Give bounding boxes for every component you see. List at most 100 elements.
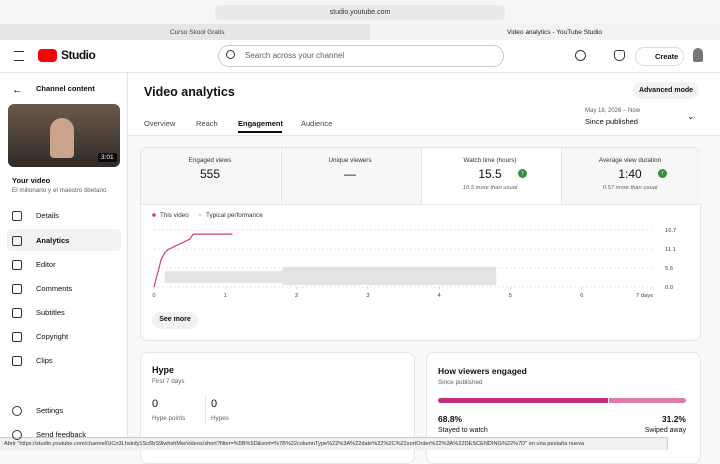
page: studio.youtube.com Curso Skool Gratis Vi… [0, 5, 720, 464]
legend-label: Typical performance [206, 212, 263, 219]
search-icon [226, 50, 235, 59]
divider [205, 396, 206, 424]
metric-tile[interactable] [421, 148, 561, 204]
engaged-title: How viewers engaged [438, 366, 527, 376]
nav-icon[interactable] [12, 211, 22, 221]
logo-text: Studio [61, 48, 96, 62]
metric-tile[interactable] [561, 148, 701, 204]
x-tick-label: 2 [295, 293, 298, 299]
help-icon[interactable] [575, 50, 586, 61]
tab-underline [238, 131, 282, 133]
metric-label: Average view duration [598, 157, 662, 164]
nav-icon[interactable] [12, 332, 22, 342]
metric-value: 555 [199, 167, 221, 181]
segment-value: 68.8% [438, 414, 463, 424]
hype-value: 0 [211, 398, 218, 410]
x-tick-label: 4 [438, 293, 442, 299]
segment-value: 31.2% [661, 414, 686, 424]
legend-swatch [152, 213, 156, 217]
metric-value: 1:40 [618, 167, 642, 181]
nav-icon[interactable] [12, 356, 22, 366]
y-tick-label: 5.6 [665, 266, 673, 272]
nav-item[interactable]: Comments [36, 284, 73, 293]
url: studio.youtube.com [329, 9, 391, 16]
segment-label: Swiped away [644, 427, 686, 434]
metric-label: Watch time (hours) [463, 157, 517, 164]
hype-value: 0 [152, 398, 159, 410]
tab[interactable]: Audience [301, 119, 333, 128]
search-box[interactable] [218, 45, 504, 67]
hype-subtitle: First 7 days [152, 378, 185, 385]
advanced-mode-label: Advanced mode [638, 87, 694, 94]
metric-note: 10.5 more than usual [462, 185, 518, 191]
engagement-segment [438, 398, 609, 403]
nav-item[interactable]: Settings [36, 406, 64, 415]
nav-item[interactable]: Analytics [36, 236, 70, 245]
metric-value: 15.5 [478, 167, 502, 181]
x-tick-label: 0 [152, 293, 155, 299]
see-more-button[interactable] [152, 312, 198, 329]
metric-note: 0.57 more than usual [602, 185, 658, 191]
engagement-segment [609, 398, 686, 403]
metric-label: Engaged views [188, 157, 232, 164]
legend-swatch [198, 213, 202, 217]
metric-tile[interactable] [141, 148, 280, 204]
tab-title: Video analytics - YouTube Studio [507, 29, 603, 36]
nav-icon[interactable] [12, 260, 22, 270]
tab[interactable]: Engagement [238, 119, 284, 128]
hype-title: Hype [152, 365, 175, 375]
nav-item[interactable]: Clips [36, 356, 53, 365]
nav-item[interactable]: Details [36, 211, 59, 220]
hype-label: Hypes [211, 415, 229, 422]
period: Since published [585, 117, 638, 126]
nav-item[interactable]: Copyright [36, 332, 69, 341]
tab[interactable] [370, 24, 720, 40]
metric-label: Unique viewers [328, 157, 372, 164]
up-icon: ↑ [518, 169, 527, 178]
nav-item[interactable]: Subtitles [36, 308, 65, 317]
metrics-divider [141, 204, 699, 205]
tab[interactable]: Overview [144, 119, 176, 128]
y-tick-label: 0.0 [665, 285, 673, 291]
date-range: May 18, 2026 – Now [585, 108, 641, 114]
status-bar: Abrir "https://studio.youtube.com/channe… [0, 437, 668, 450]
nav-item[interactable]: Editor [36, 260, 56, 269]
period-dropdown[interactable]: ⌄ [687, 111, 695, 121]
x-tick-label: 6 [580, 293, 583, 299]
x-tick-label: 7 days [636, 293, 653, 299]
nav-icon[interactable] [12, 236, 22, 246]
nav-icon[interactable] [12, 308, 22, 318]
tab[interactable] [0, 24, 370, 40]
video-heading: Your video [12, 176, 51, 185]
create-button[interactable] [635, 47, 684, 66]
y-tick-label: 16.7 [665, 228, 676, 234]
url-bar[interactable] [215, 5, 505, 20]
video-title: El millonario y el maestro tibetano [12, 187, 107, 194]
chart: 0.0 5.6 11.1 16.7 0 1 2 3 4 5 6 7 days This video Typ… [152, 212, 676, 299]
duration: 3:01 [98, 153, 117, 162]
create-label: Create [655, 52, 679, 61]
legend-label: This video [160, 212, 189, 219]
segment-label: Stayed to watch [438, 427, 488, 434]
engaged-subtitle: Since published [438, 379, 483, 386]
tab[interactable]: Reach [196, 119, 218, 128]
advanced-mode-button[interactable] [633, 82, 699, 99]
typical-band [164, 266, 497, 285]
analytics-header [128, 73, 720, 136]
back-arrow[interactable]: ← [12, 84, 23, 96]
logo[interactable] [38, 49, 57, 62]
hype-label: Hype points [152, 415, 186, 422]
nav-icon[interactable] [12, 406, 22, 416]
notifications-icon[interactable] [614, 50, 625, 61]
nav-icon[interactable] [12, 430, 22, 440]
menu-icon[interactable] [14, 51, 24, 61]
up-icon: ↑ [658, 169, 667, 178]
metric-tile[interactable] [281, 148, 421, 204]
nav-icon[interactable] [12, 284, 22, 294]
see-more-label: See more [159, 316, 191, 323]
nav-item[interactable]: Send feedback [36, 430, 87, 439]
avatar[interactable] [693, 48, 703, 62]
sidebar-heading: Channel content [36, 84, 95, 93]
x-tick-label: 1 [224, 293, 227, 299]
page-title: Video analytics [144, 85, 235, 99]
